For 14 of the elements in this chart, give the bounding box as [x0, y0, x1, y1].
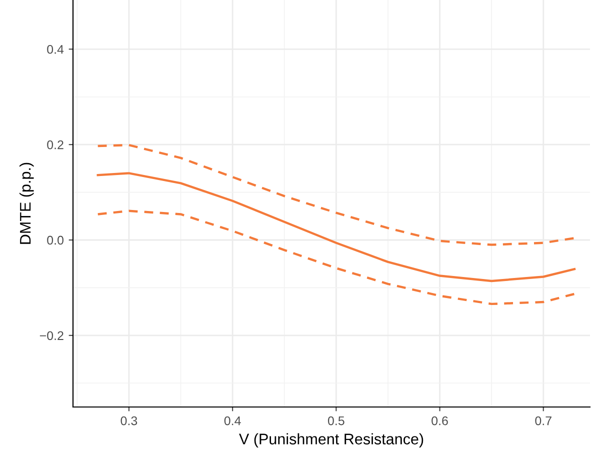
y-tick-label: 0.0: [47, 236, 64, 245]
x-axis-title: V (Punishment Resistance): [239, 433, 424, 448]
y-tick-label: −0.2: [40, 331, 64, 340]
x-tick-label: 0.7: [535, 416, 552, 426]
line-series: [96, 210, 576, 306]
x-tick-label: 0.4: [224, 416, 241, 426]
y-tick-label: 0.2: [47, 140, 64, 150]
x-tick-label: 0.5: [328, 416, 344, 426]
y-tick-label: 0.4: [47, 44, 64, 54]
y-axis-title: DMTE (p.p.): [20, 162, 34, 244]
line-series: [96, 172, 576, 282]
x-tick-label: 0.3: [120, 416, 138, 426]
line-series: [96, 144, 576, 246]
x-tick-label: 0.6: [432, 416, 448, 426]
